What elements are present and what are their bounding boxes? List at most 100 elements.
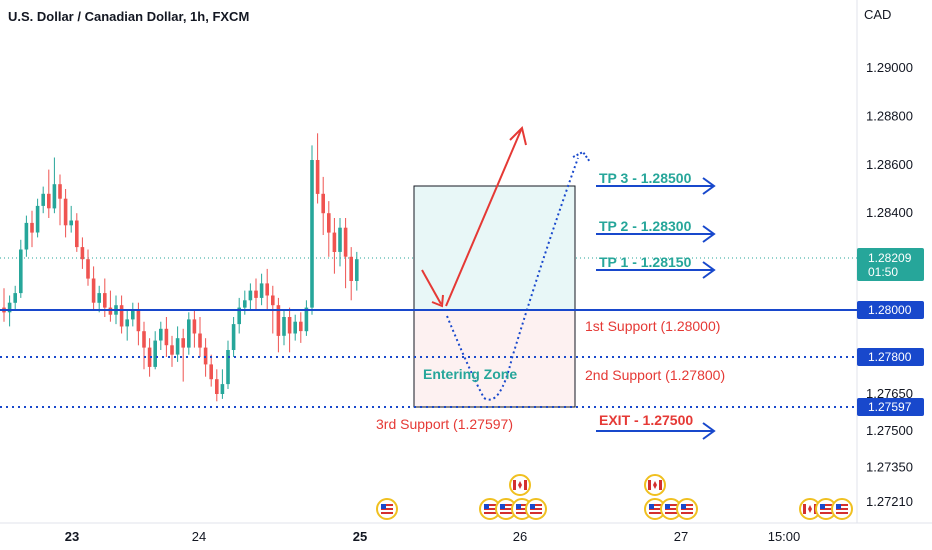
candles-group bbox=[2, 133, 359, 402]
current-price-value: 1.28209 bbox=[868, 251, 912, 265]
candle-body bbox=[192, 319, 197, 334]
projection-arrow-head-icon bbox=[572, 150, 591, 163]
candle-body bbox=[69, 220, 73, 226]
entering-zone-box[interactable] bbox=[413, 309, 576, 408]
price-axis[interactable]: 1.290001.288001.286001.284001.276501.275… bbox=[866, 60, 913, 509]
candle-body bbox=[355, 259, 359, 281]
time-label-24: 24 bbox=[192, 529, 206, 544]
entering-zone-label: Entering Zone bbox=[423, 366, 517, 382]
candle-body bbox=[282, 317, 286, 336]
candle-body bbox=[248, 290, 253, 301]
price-tag-1-text: 1.28000 bbox=[868, 303, 912, 317]
candle-body bbox=[181, 338, 185, 348]
us-flag-icon[interactable] bbox=[525, 498, 547, 520]
candle-body bbox=[159, 328, 163, 341]
price-tag-2 bbox=[857, 348, 924, 366]
time-label-23: 23 bbox=[65, 529, 79, 544]
us-flag-icon[interactable] bbox=[676, 498, 698, 520]
tp1-arrow-icon bbox=[702, 261, 716, 279]
price-tag-3 bbox=[857, 398, 924, 416]
candle-body bbox=[259, 283, 264, 298]
time-label-26: 26 bbox=[513, 529, 527, 544]
candle-body bbox=[299, 321, 303, 332]
price-tag-3-text: 1.27597 bbox=[868, 400, 912, 414]
candle-body bbox=[315, 160, 320, 194]
candle-body bbox=[125, 319, 129, 327]
candle-body bbox=[187, 319, 191, 348]
candle-body bbox=[198, 333, 202, 348]
price-tick-label: 1.27350 bbox=[866, 460, 913, 475]
candle-body bbox=[30, 222, 34, 233]
target-zone-box[interactable] bbox=[413, 185, 576, 311]
candle-body bbox=[136, 310, 141, 332]
current-price-tag bbox=[857, 248, 924, 281]
canada-flag-icon[interactable] bbox=[644, 474, 666, 496]
candle-body bbox=[142, 331, 146, 348]
candle-body bbox=[321, 193, 325, 214]
candle-body bbox=[304, 307, 309, 332]
candle-body bbox=[338, 227, 342, 252]
candle-body bbox=[287, 317, 292, 334]
candle-body bbox=[58, 184, 62, 199]
us-flag-icon[interactable] bbox=[495, 498, 517, 520]
bull-arrow-head-icon bbox=[509, 126, 527, 146]
tp2-arrow-icon bbox=[702, 225, 716, 243]
exit-label: EXIT - 1.27500 bbox=[599, 412, 693, 428]
us-flag-icon[interactable] bbox=[644, 498, 666, 520]
tp1-label: TP 1 - 1.28150 bbox=[599, 254, 692, 270]
candle-body bbox=[265, 283, 269, 296]
bull-arrow-line bbox=[445, 129, 522, 307]
candle-body bbox=[237, 307, 241, 325]
target-arrows bbox=[596, 177, 716, 440]
canada-flag-icon[interactable] bbox=[509, 474, 531, 496]
us-flag-icon[interactable] bbox=[376, 498, 398, 520]
candle-body bbox=[52, 184, 57, 209]
candle-body bbox=[147, 347, 152, 367]
candle-body bbox=[164, 328, 169, 346]
us-flag-icon[interactable] bbox=[831, 498, 853, 520]
price-tick-label: 1.28400 bbox=[866, 205, 913, 220]
candle-body bbox=[91, 278, 96, 303]
candle-body bbox=[276, 305, 281, 336]
candle-body bbox=[343, 227, 348, 257]
time-label-25: 25 bbox=[353, 529, 367, 544]
candle-body bbox=[63, 198, 68, 226]
candle-body bbox=[153, 340, 157, 367]
price-tick-label: 1.27500 bbox=[866, 423, 913, 438]
price-tick-label: 1.27210 bbox=[866, 494, 913, 509]
event-flags[interactable] bbox=[376, 474, 853, 520]
candle-body bbox=[170, 345, 174, 355]
candle-body bbox=[119, 305, 124, 327]
candle-body bbox=[175, 338, 180, 355]
price-tick-label: 1.29000 bbox=[866, 60, 913, 75]
candle-body bbox=[41, 193, 45, 206]
candle-body bbox=[293, 321, 297, 334]
candle-body bbox=[75, 220, 79, 248]
candle-body bbox=[19, 249, 23, 294]
candle-body bbox=[35, 205, 40, 233]
support-3-label: 3rd Support (1.27597) bbox=[376, 416, 513, 432]
tp2-label: TP 2 - 1.28300 bbox=[599, 218, 692, 234]
time-label-1500: 15:00 bbox=[768, 529, 801, 544]
candle-body bbox=[310, 160, 314, 308]
candle-body bbox=[103, 293, 107, 308]
candle-body bbox=[254, 290, 258, 298]
current-price-countdown: 01:50 bbox=[868, 265, 898, 279]
candle-body bbox=[131, 310, 135, 320]
candle-body bbox=[47, 193, 51, 209]
entry-arrow-line bbox=[421, 269, 442, 305]
support-1-label: 1st Support (1.28000) bbox=[585, 318, 720, 334]
exit-arrow-icon bbox=[702, 422, 716, 440]
candle-body bbox=[13, 293, 17, 303]
projection-path bbox=[446, 157, 579, 401]
candle-body bbox=[327, 213, 331, 233]
candle-body bbox=[220, 384, 225, 394]
price-tick-label: 1.27650 bbox=[866, 386, 913, 401]
price-tag-2-text: 1.27800 bbox=[868, 350, 912, 364]
candle-body bbox=[215, 379, 219, 394]
candle-body bbox=[7, 302, 12, 313]
chart-title: U.S. Dollar / Canadian Dollar, 1h, FXCM bbox=[8, 9, 249, 24]
candle-body bbox=[271, 295, 275, 306]
time-label-27: 27 bbox=[674, 529, 688, 544]
